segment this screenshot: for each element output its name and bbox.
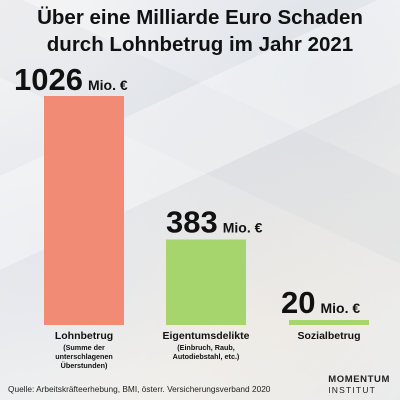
- bar-sozialbetrug: [289, 320, 369, 325]
- value-label-sozialbetrug: 20 Mio. €: [281, 285, 360, 320]
- brand-line-1: MOMENTUM: [328, 374, 390, 385]
- category-name: Lohnbetrug: [54, 330, 114, 342]
- category-name: Sozialbetrug: [297, 330, 361, 342]
- category-subtitle: unterschlagenen: [55, 352, 113, 361]
- value-label-eigentumsdelikte: 383 Mio. €: [166, 205, 263, 240]
- chart-title: Über eine Milliarde Euro Schaden durch L…: [0, 4, 400, 58]
- brand-line-2: INSTITUT: [328, 385, 377, 395]
- category-subtitle: (Einbruch, Raub,: [177, 343, 235, 352]
- category-label-eigentumsdelikte: Eigentumsdelikte (Einbruch, Raub, Autodieb…: [146, 330, 266, 361]
- source-note: Quelle: Arbeitskräfteerhebung, BMI, öste…: [8, 384, 271, 394]
- brand-logo: MOMENTUM INSTITUT: [328, 374, 390, 396]
- category-subtitle: Autodiebstahl, etc.): [172, 352, 240, 361]
- title-line-2: durch Lohnbetrug im Jahr 2021: [46, 33, 354, 56]
- bar-eigentumsdelikte: [166, 239, 246, 325]
- bar-lohnbetrug: [44, 96, 124, 325]
- title-line-1: Über eine Milliarde Euro Schaden: [37, 6, 363, 29]
- category-name: Eigentumsdelikte: [162, 330, 250, 342]
- value-label-lohnbetrug: 1026 Mio. €: [14, 62, 128, 97]
- category-label-sozialbetrug: Sozialbetrug: [269, 330, 389, 343]
- category-label-lohnbetrug: Lohnbetrug (Summe der unterschlagenen Übers…: [24, 330, 144, 370]
- category-subtitle: Überstunden): [60, 361, 108, 370]
- category-subtitle: (Summe der: [63, 343, 105, 352]
